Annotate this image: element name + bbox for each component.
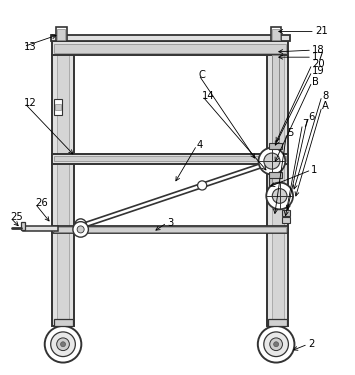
Bar bbox=[271, 27, 282, 41]
Bar bbox=[283, 217, 290, 223]
Bar bbox=[283, 210, 290, 216]
Bar bbox=[57, 54, 69, 326]
Text: 14: 14 bbox=[202, 91, 215, 101]
Bar bbox=[23, 225, 59, 231]
Bar bbox=[56, 27, 66, 41]
Circle shape bbox=[270, 338, 283, 351]
Bar bbox=[58, 28, 65, 40]
Bar bbox=[272, 56, 279, 148]
Circle shape bbox=[272, 189, 287, 203]
Circle shape bbox=[77, 226, 84, 233]
Bar bbox=[53, 225, 288, 233]
Text: 18: 18 bbox=[312, 45, 325, 55]
Circle shape bbox=[264, 153, 280, 169]
Bar bbox=[55, 104, 61, 110]
Circle shape bbox=[61, 342, 65, 347]
Circle shape bbox=[51, 332, 75, 357]
Text: 8: 8 bbox=[322, 91, 328, 101]
Text: 4: 4 bbox=[197, 140, 203, 150]
Text: 6: 6 bbox=[308, 112, 314, 122]
Circle shape bbox=[73, 222, 88, 237]
Bar bbox=[54, 44, 286, 53]
Bar bbox=[53, 154, 288, 164]
Bar bbox=[268, 318, 287, 326]
Text: 19: 19 bbox=[312, 66, 325, 76]
Text: 20: 20 bbox=[312, 59, 325, 69]
Text: 1: 1 bbox=[311, 165, 318, 175]
Bar bbox=[53, 41, 288, 56]
Bar bbox=[269, 143, 282, 150]
Circle shape bbox=[198, 181, 207, 190]
Bar bbox=[54, 99, 62, 115]
Text: A: A bbox=[322, 102, 329, 111]
Text: 7: 7 bbox=[302, 119, 309, 129]
Bar bbox=[54, 227, 286, 231]
Bar bbox=[272, 28, 280, 40]
Circle shape bbox=[264, 332, 289, 357]
Text: 17: 17 bbox=[312, 52, 325, 62]
Text: 12: 12 bbox=[24, 98, 37, 108]
Circle shape bbox=[57, 338, 69, 351]
Bar bbox=[51, 35, 290, 41]
Text: 25: 25 bbox=[10, 213, 23, 222]
Bar bbox=[267, 54, 288, 326]
Text: B: B bbox=[312, 77, 319, 87]
Text: 13: 13 bbox=[23, 42, 36, 52]
Text: 21: 21 bbox=[315, 27, 328, 36]
Bar bbox=[269, 173, 275, 189]
Bar bbox=[54, 318, 72, 326]
Circle shape bbox=[266, 183, 293, 209]
Bar bbox=[53, 54, 73, 326]
Text: 2: 2 bbox=[308, 339, 314, 349]
Bar bbox=[272, 54, 284, 326]
Text: 3: 3 bbox=[167, 218, 173, 228]
Circle shape bbox=[258, 326, 294, 363]
Circle shape bbox=[45, 326, 81, 363]
Circle shape bbox=[274, 342, 279, 347]
Bar bbox=[272, 164, 279, 209]
Bar bbox=[54, 156, 286, 161]
Text: C: C bbox=[199, 70, 206, 80]
Text: 26: 26 bbox=[35, 198, 48, 208]
Bar bbox=[21, 222, 25, 231]
Circle shape bbox=[75, 219, 86, 230]
Bar bbox=[269, 172, 282, 178]
Circle shape bbox=[258, 148, 285, 174]
Text: 5: 5 bbox=[287, 128, 293, 138]
